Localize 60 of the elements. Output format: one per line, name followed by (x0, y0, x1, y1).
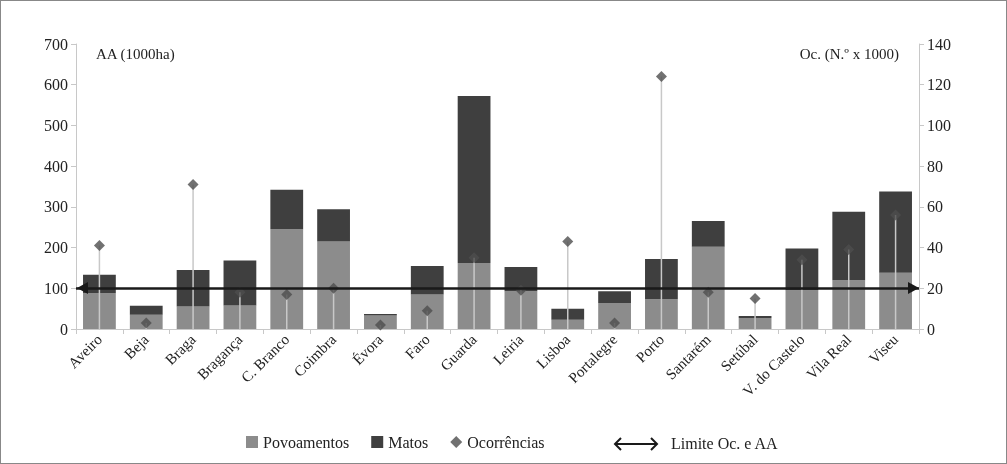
point (843, 244, 855, 256)
x-tick-label: Faro (402, 331, 433, 363)
bar (879, 272, 912, 329)
bar (551, 319, 585, 329)
point (468, 252, 480, 264)
bar (270, 229, 304, 329)
point (796, 254, 808, 266)
legend-label: Povoamentos (263, 433, 350, 451)
x-tick-label: Beja (121, 331, 153, 363)
bar (129, 305, 163, 315)
y-tick-label: 0 (60, 320, 68, 338)
point (281, 288, 293, 300)
y-tick-label: 100 (44, 279, 68, 297)
y2-tick-label: 80 (927, 157, 943, 175)
y2-tick-label: 40 (927, 239, 943, 257)
bar (270, 189, 304, 230)
bar (879, 191, 912, 273)
y-tick-label: 700 (44, 35, 68, 53)
bar (738, 318, 772, 329)
legend-label: Limite Oc. e AA (671, 435, 778, 453)
y2-tick-label: 0 (927, 320, 935, 338)
bar (504, 291, 538, 329)
y-tick-label: 200 (44, 239, 68, 257)
bar (410, 294, 444, 329)
y-tick-label: 600 (44, 76, 68, 94)
y2-tick-label: 60 (927, 198, 943, 216)
bar (785, 290, 819, 329)
bar (832, 211, 866, 281)
y-axis-title: AA (1000ha) (96, 45, 175, 63)
y2-tick-label: 120 (927, 76, 951, 94)
y-tick-label: 300 (44, 198, 68, 216)
point (609, 317, 621, 329)
legend-label: Matos (388, 433, 429, 451)
y2-tick-label: 20 (927, 279, 943, 297)
y-tick-label: 400 (44, 157, 68, 175)
bar (223, 305, 257, 329)
bar (738, 315, 772, 319)
y2-axis-title: Oc. (N.º x 1000) (799, 45, 899, 63)
bar (176, 306, 210, 329)
bar (691, 246, 725, 329)
bar (691, 221, 725, 247)
y2-tick-label: 140 (927, 35, 951, 53)
bar (598, 291, 631, 303)
bar (457, 96, 491, 264)
y-tick-label: 500 (44, 116, 68, 134)
point (749, 292, 761, 304)
point (890, 209, 902, 221)
bar (598, 302, 631, 329)
point (187, 178, 199, 190)
bar (551, 308, 585, 320)
point (93, 240, 105, 252)
point (655, 71, 667, 83)
y2-tick-label: 100 (927, 116, 951, 134)
legend-label: Ocorrências (467, 433, 545, 451)
bar (83, 293, 116, 329)
x-tick-label: Viseu (865, 330, 902, 367)
bar (317, 241, 350, 329)
bar (317, 209, 350, 242)
bar (645, 299, 678, 329)
point (562, 235, 574, 247)
